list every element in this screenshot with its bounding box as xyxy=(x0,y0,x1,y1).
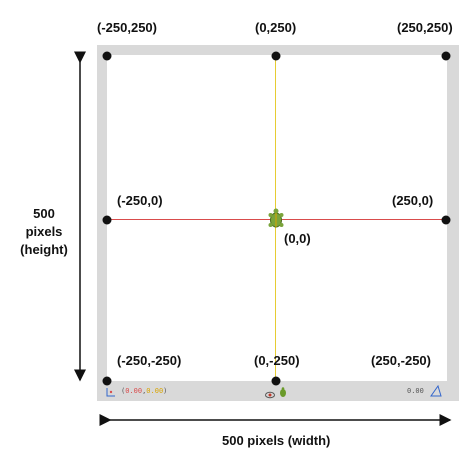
turtle-icon[interactable] xyxy=(279,385,287,397)
label-center: (0,0) xyxy=(284,231,311,246)
label-top-center: (0,250) xyxy=(255,20,297,35)
height-label: 500 pixels (height) xyxy=(20,206,68,257)
label-top-left: (-250,250) xyxy=(97,20,157,35)
label-mid-left: (-250,0) xyxy=(117,193,163,208)
point-top-left xyxy=(102,51,112,61)
axes-icon xyxy=(106,384,116,397)
point-top-right xyxy=(441,51,451,61)
turtle-sprite-icon xyxy=(268,208,284,232)
eye-icon[interactable] xyxy=(265,386,275,399)
label-bottom-left: (-250,-250) xyxy=(117,353,182,368)
cursor-coordinates: (0.00,0.00) xyxy=(121,387,168,395)
point-top-center xyxy=(271,51,281,61)
zoom-value: 0.00 xyxy=(407,387,424,395)
status-bar: (0.00,0.00) 0.00 xyxy=(97,381,459,401)
label-bottom-center: (0,-250) xyxy=(254,353,300,368)
point-bottom-left xyxy=(102,376,112,386)
label-top-right: (250,250) xyxy=(397,20,453,35)
point-bottom-center xyxy=(271,376,281,386)
width-label: 500 pixels (width) xyxy=(222,433,331,448)
angle-icon[interactable] xyxy=(430,384,442,397)
point-mid-left xyxy=(102,215,112,225)
point-mid-right xyxy=(441,215,451,225)
label-mid-right: (250,0) xyxy=(392,193,434,208)
label-bottom-right: (250,-250) xyxy=(371,353,431,368)
